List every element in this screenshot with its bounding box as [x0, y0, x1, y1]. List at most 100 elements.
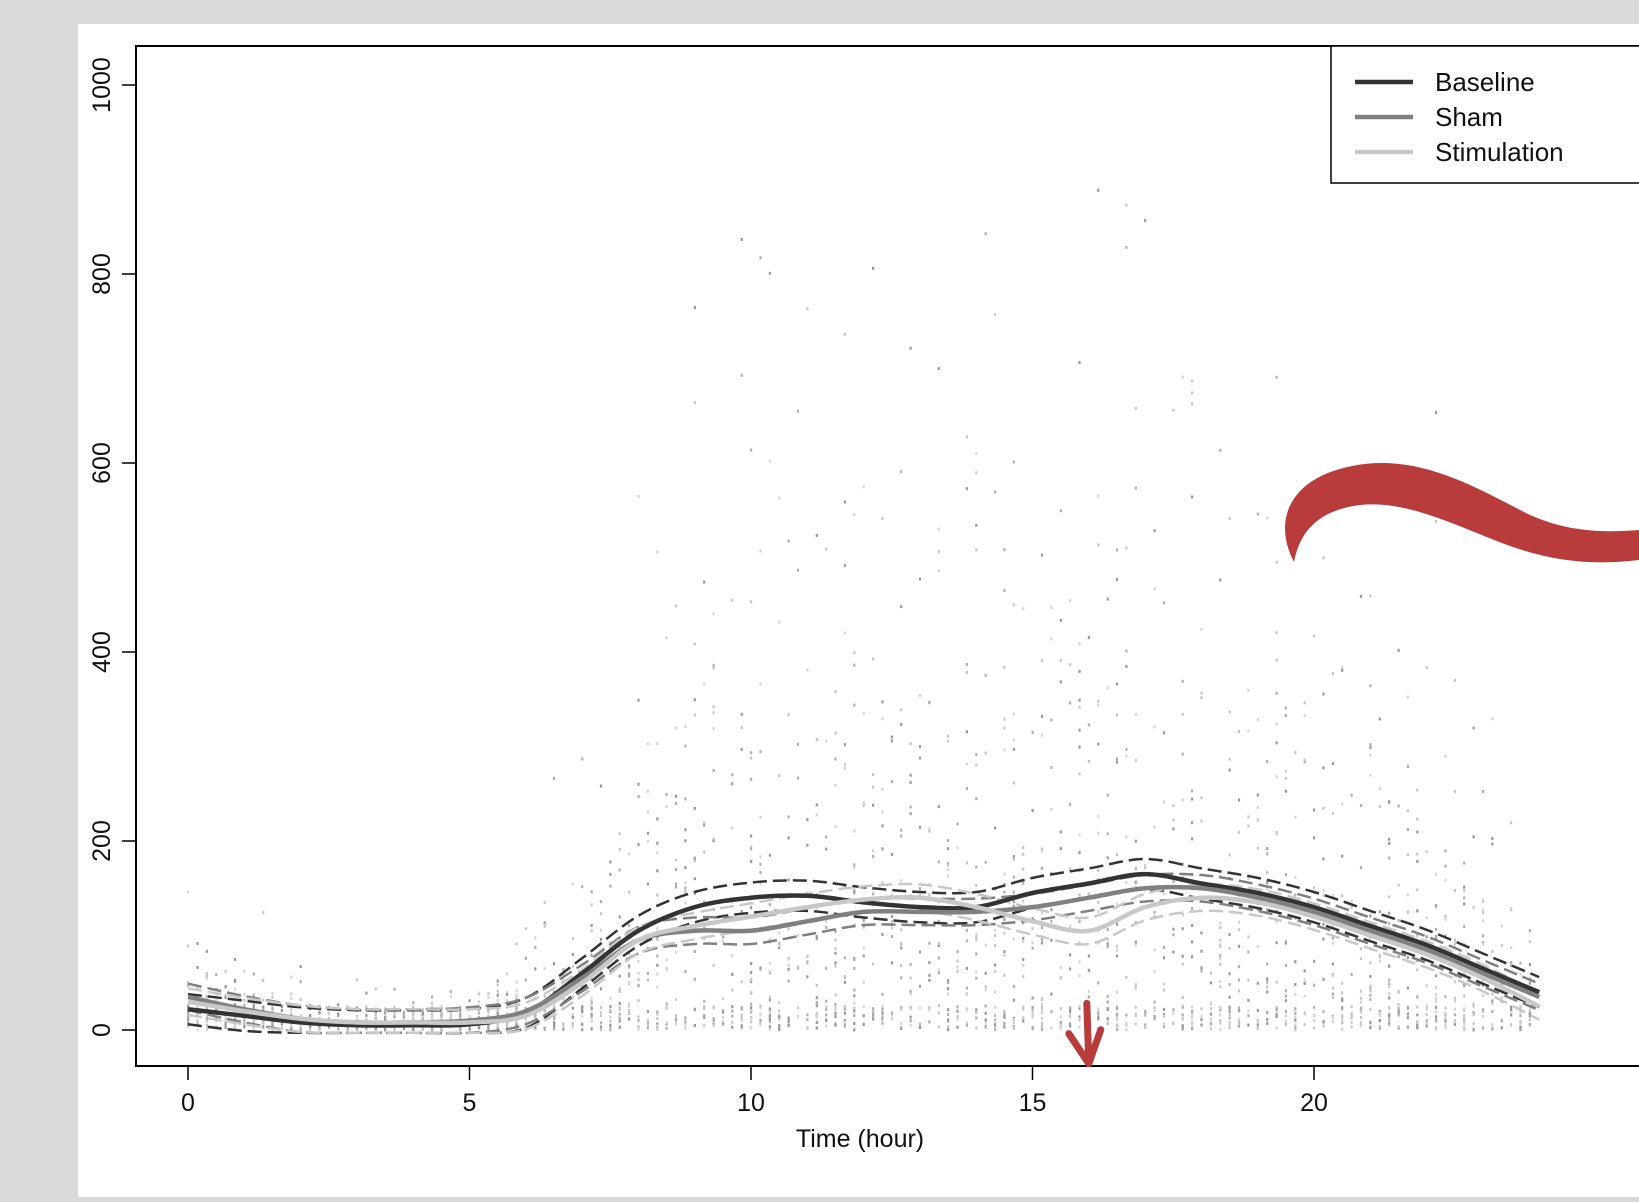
scatter-point	[984, 232, 987, 236]
scatter-point	[1406, 910, 1409, 914]
scatter-point	[1078, 728, 1081, 732]
scatter-point	[684, 1026, 687, 1030]
scatter-point	[684, 886, 687, 890]
scatter-point	[487, 1014, 490, 1018]
scatter-point	[684, 797, 687, 801]
scatter-point	[1369, 993, 1372, 997]
scatter-point	[1313, 959, 1316, 963]
scatter-point	[1378, 1011, 1381, 1015]
scatter-point	[1510, 946, 1513, 950]
scatter-point	[975, 471, 978, 475]
scatter-point	[1472, 905, 1475, 909]
scatter-point	[553, 1021, 556, 1025]
scatter-point	[1416, 968, 1419, 972]
scatter-point	[299, 980, 302, 984]
scatter-point	[205, 974, 208, 977]
scatter-point	[1528, 1016, 1531, 1020]
scatter-point	[956, 950, 959, 954]
scatter-point	[909, 963, 912, 967]
scatter-point	[1012, 747, 1015, 751]
scatter-point	[1247, 950, 1250, 954]
scatter-point	[900, 1007, 903, 1011]
scatter-point	[1040, 866, 1044, 870]
scatter-point	[562, 978, 565, 982]
scatter-point	[806, 959, 809, 963]
scatter-point	[956, 1009, 959, 1013]
scatter-point	[900, 928, 903, 932]
scatter-point	[599, 1021, 603, 1025]
scatter-point	[1275, 631, 1278, 635]
scatter-point	[1500, 924, 1503, 928]
scatter-point	[815, 983, 818, 987]
scatter-point	[665, 1026, 668, 1030]
scatter-point	[1209, 1002, 1212, 1006]
scatter-point	[900, 470, 903, 474]
scatter-point	[1078, 895, 1081, 899]
scatter-point	[1181, 1024, 1184, 1028]
scatter-point	[834, 947, 837, 951]
scatter-point	[872, 855, 875, 858]
scatter-point	[1388, 1019, 1391, 1023]
scatter-point	[1481, 908, 1485, 912]
scatter-point	[1012, 904, 1015, 908]
scatter-point	[1444, 1011, 1447, 1015]
scatter-point	[1191, 1016, 1194, 1020]
scatter-point	[693, 698, 696, 702]
scatter-point	[1397, 648, 1400, 652]
scatter-point	[1294, 815, 1297, 819]
scatter-point	[862, 980, 865, 984]
scatter-point	[1134, 406, 1137, 410]
scatter-point	[1388, 837, 1391, 841]
scatter-point	[1463, 972, 1466, 976]
scatter-point	[994, 313, 997, 317]
scatter-point	[834, 1015, 837, 1019]
scatter-point	[637, 795, 640, 798]
scatter-point	[853, 703, 856, 707]
scatter-point	[1209, 971, 1212, 975]
scatter-point	[1341, 1013, 1344, 1017]
scatter-point	[918, 694, 922, 697]
scatter-point	[656, 936, 659, 940]
scatter-point	[187, 1015, 190, 1019]
scatter-point	[1453, 999, 1456, 1003]
scatter-point	[1153, 910, 1156, 914]
scatter-point	[750, 962, 753, 965]
scatter-point	[1097, 703, 1100, 707]
scatter-point	[1322, 806, 1325, 810]
scatter-point	[1444, 995, 1447, 999]
scatter-point	[721, 1019, 725, 1023]
scatter-point	[787, 815, 790, 819]
scatter-point	[1172, 804, 1175, 808]
scatter-point	[515, 1023, 518, 1027]
scatter-point	[243, 999, 246, 1002]
scatter-point	[1069, 803, 1072, 806]
scatter-point	[1106, 928, 1109, 931]
scatter-point	[834, 929, 837, 933]
scatter-point	[1191, 402, 1194, 406]
scatter-point	[1378, 805, 1381, 808]
scatter-point	[1303, 714, 1306, 718]
scatter-point	[1406, 1012, 1409, 1016]
scatter-point	[928, 829, 931, 833]
scatter-point	[402, 1014, 405, 1018]
scatter-point	[975, 883, 978, 887]
scatter-point	[628, 1017, 631, 1021]
scatter-point	[1191, 940, 1194, 944]
scatter-point	[750, 1006, 753, 1010]
scatter-point	[834, 1006, 837, 1010]
scatter-point	[712, 839, 715, 843]
scatter-point	[909, 1024, 912, 1028]
scatter-point	[346, 1004, 349, 1008]
scatter-point	[1369, 986, 1372, 990]
scatter-point	[825, 847, 828, 851]
scatter-point	[449, 994, 452, 998]
scatter-point	[1078, 705, 1081, 709]
scatter-point	[1266, 516, 1269, 520]
scatter-point	[975, 1008, 978, 1012]
scatter-point	[1275, 832, 1278, 836]
scatter-point	[918, 756, 922, 760]
scatter-point	[1200, 1007, 1203, 1011]
scatter-point	[900, 605, 903, 609]
scatter-point	[731, 1025, 734, 1029]
scatter-point	[1237, 965, 1241, 969]
